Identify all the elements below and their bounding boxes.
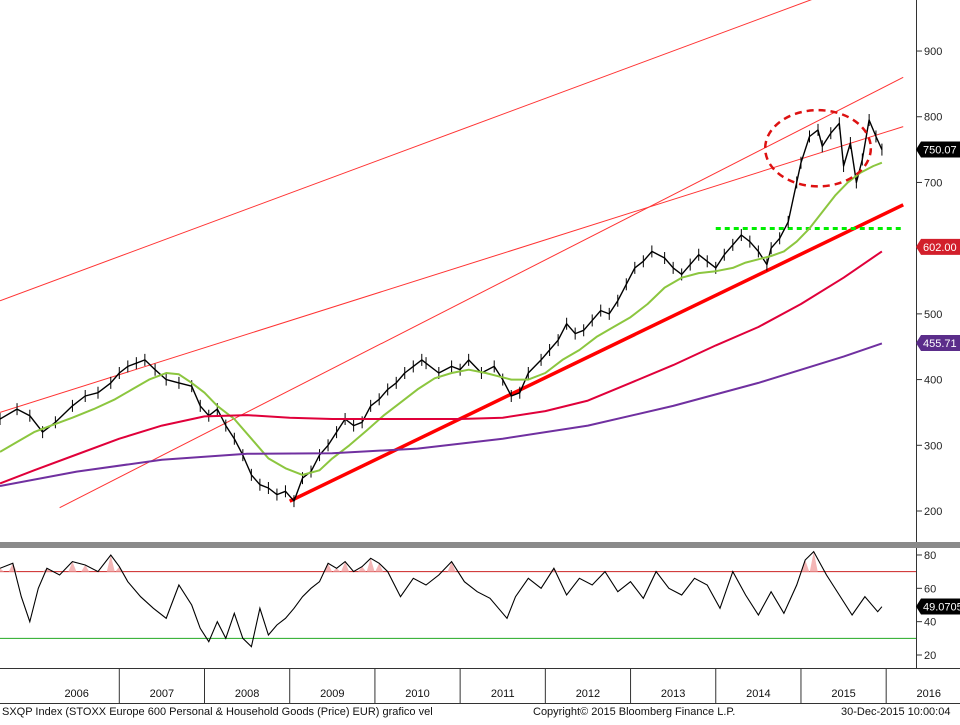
x-tick-label: 2007: [150, 688, 174, 700]
osc-y-tick-label: 80: [924, 550, 936, 562]
overbought-fill: [0, 568, 4, 572]
osc-y-tick-label: 40: [924, 617, 936, 629]
value-tags: 750.07 602.00 455.71 49.0705: [916, 141, 960, 615]
overbought-fill: [366, 558, 375, 572]
value-tag-main-2: 455.71: [916, 334, 960, 351]
x-tick-label: 2010: [405, 688, 429, 700]
x-tick-label: 2015: [831, 688, 855, 700]
x-tick-label: 2014: [746, 688, 770, 700]
value-tag-box: [916, 334, 960, 351]
series-moving-average-long: [0, 342, 883, 487]
overbought-fill: [68, 561, 77, 572]
panel-separator: [0, 542, 960, 548]
footer-copyright: Copyright© 2015 Bloomberg Finance L.P.: [533, 706, 735, 718]
y-tick-label: 800: [924, 112, 942, 124]
value-tag-box: [916, 238, 960, 255]
footer-index-description: SXQP Index (STOXX Europe 600 Personal & …: [2, 706, 433, 718]
value-tag-label: 750.07: [923, 145, 957, 157]
osc-y-tick-label: 60: [924, 583, 936, 595]
series-oscillator: [0, 550, 883, 648]
overbought-fill: [801, 559, 810, 572]
overbought-fill: [332, 568, 341, 572]
value-tag-label: 455.71: [923, 338, 957, 350]
overbought-fill: [809, 551, 818, 572]
overbought-fill: [324, 563, 333, 572]
footer-timestamp: 30-Dec-2015 10:00:04: [841, 706, 950, 718]
overbought-fill: [341, 561, 350, 572]
overbought-fill: [375, 563, 384, 572]
y-tick-label: 400: [924, 375, 942, 387]
value-tag-main-0: 750.07: [916, 141, 960, 158]
x-tick-label: 2011: [491, 688, 515, 700]
y-tick-label: 500: [924, 309, 942, 321]
y-tick-label: 700: [924, 177, 942, 189]
x-tick-label: 2012: [576, 688, 600, 700]
value-tag-box: [916, 141, 960, 158]
trendline-channel-lower: [59, 76, 904, 509]
value-tag-label: 602.00: [923, 242, 957, 254]
highlight-ellipse: [763, 108, 873, 188]
x-tick-label: 2008: [235, 688, 259, 700]
series-price: [0, 119, 883, 502]
x-tick-label: 2016: [917, 688, 941, 700]
overbought-fill: [42, 568, 51, 572]
value-tag-label: 49.0705: [923, 602, 960, 614]
trendline-channel-upper: [0, 0, 812, 302]
overbought-fill: [106, 554, 115, 572]
overbought-fill: [81, 564, 90, 572]
x-axis: 2006 2007 2008 2009 2010 2011 2012 2013 2014 2015…: [64, 669, 941, 703]
x-tick-label: 2013: [661, 688, 685, 700]
axes-frame: 20030040050060070080090020406080: [0, 0, 960, 704]
overbought-fill: [358, 566, 367, 572]
y-tick-label: 200: [924, 506, 942, 518]
series-moving-average-medium: [0, 250, 883, 485]
y-tick-label: 300: [924, 440, 942, 452]
oscillator-panel: [0, 550, 916, 648]
osc-y-tick-label: 20: [924, 650, 936, 662]
value-tag-box: [916, 598, 960, 615]
value-tag-main-1: 602.00: [916, 238, 960, 255]
trendline-support: [288, 203, 904, 503]
x-tick-label: 2009: [320, 688, 344, 700]
y-tick-label: 900: [924, 46, 942, 58]
series-moving-average-short: [0, 161, 883, 476]
value-tag-osc-0: 49.0705: [916, 598, 960, 615]
overbought-fill: [447, 561, 456, 572]
main-price-panel: [0, 0, 904, 509]
x-tick-label: 2006: [64, 688, 88, 700]
